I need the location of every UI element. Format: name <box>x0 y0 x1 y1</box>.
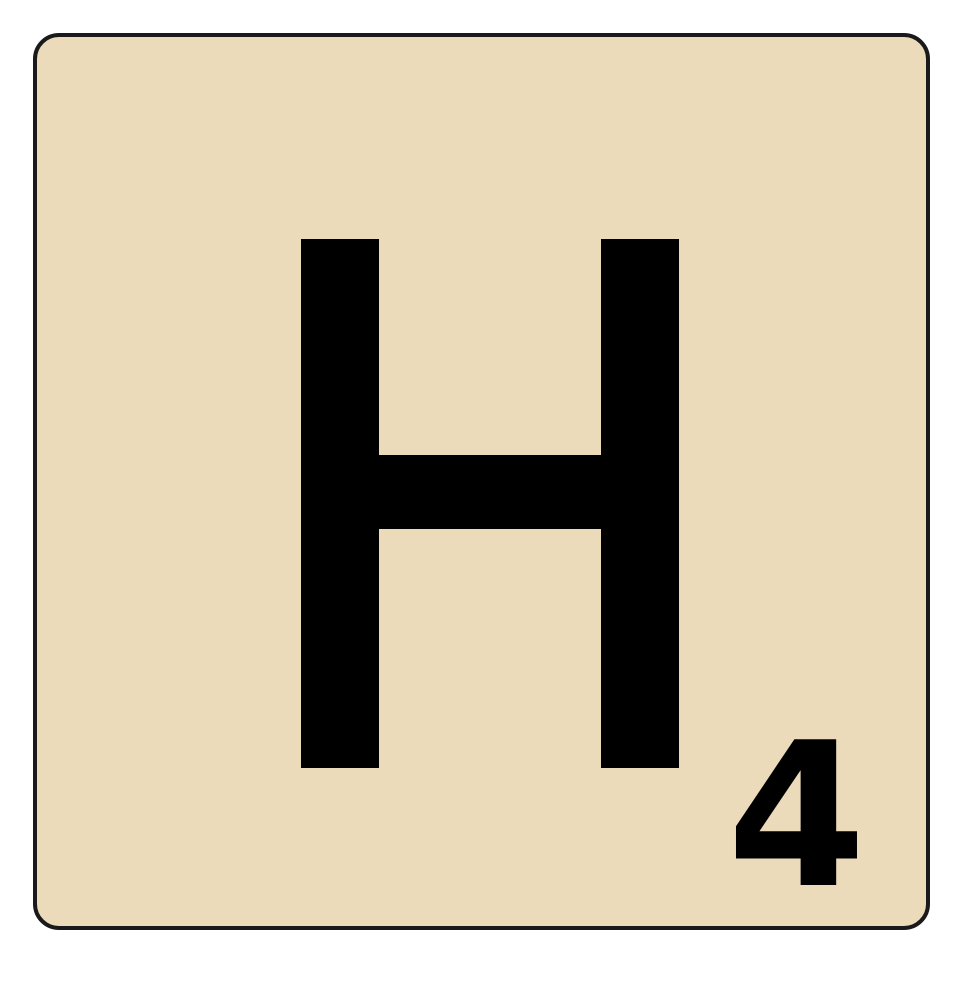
tile-letter-text: H <box>301 768 302 769</box>
tile-points: 4 <box>727 700 867 933</box>
tile-letter: H <box>301 239 679 768</box>
letter-tile[interactable]: H 4 <box>33 33 930 930</box>
letter-glyph <box>301 239 679 768</box>
